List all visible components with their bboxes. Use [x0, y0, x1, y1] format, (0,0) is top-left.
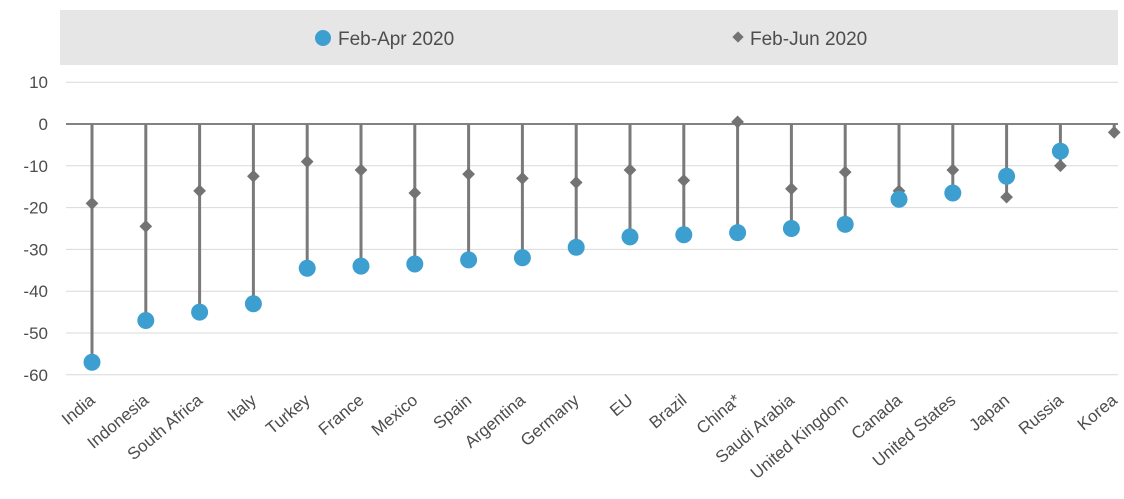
- x-category-label: Korea: [1074, 390, 1121, 434]
- x-category-label: Argentina: [461, 390, 529, 452]
- x-category-label: Germany: [517, 390, 583, 450]
- feb-apr-point: [137, 311, 155, 329]
- feb-apr-point: [567, 238, 585, 256]
- x-category-label: EU: [606, 391, 636, 421]
- feb-apr-point: [621, 228, 639, 246]
- series-feb-apr-markers: [83, 142, 1069, 371]
- feb-apr-point: [890, 190, 908, 208]
- y-tick-label: -40: [23, 282, 48, 301]
- legend-label-feb-jun: Feb-Jun 2020: [750, 29, 867, 50]
- feb-apr-point: [298, 259, 316, 277]
- feb-apr-point: [244, 295, 262, 313]
- x-category-label: Brazil: [646, 391, 691, 433]
- gridlines: [66, 81, 1118, 376]
- feb-jun-point: [354, 163, 368, 177]
- feb-apr-point: [782, 220, 800, 237]
- y-tick-label: 10: [29, 73, 48, 92]
- feb-jun-point: [462, 167, 475, 181]
- feb-jun-point: [1054, 159, 1067, 173]
- legend-marker-feb-apr: [315, 30, 331, 46]
- x-category-label: India: [58, 390, 99, 429]
- x-category-label: France: [315, 391, 368, 440]
- feb-jun-point: [300, 155, 314, 168]
- y-axis: 10 0 -10 -20 -30 -40 -50 -60: [23, 73, 48, 385]
- feb-jun-point: [516, 171, 529, 185]
- x-category-label: Japan: [965, 391, 1013, 435]
- feb-jun-point: [731, 115, 744, 129]
- feb-jun-point: [677, 174, 691, 187]
- feb-jun-point: [1000, 190, 1013, 204]
- feb-apr-point: [352, 257, 370, 275]
- legend-background: [60, 10, 1118, 65]
- feb-jun-point: [1107, 125, 1121, 139]
- feb-apr-point: [1051, 142, 1069, 160]
- x-category-label: Italy: [224, 390, 260, 425]
- x-category-label: United Kingdom: [747, 391, 852, 483]
- feb-apr-point: [513, 249, 531, 267]
- y-tick-label: -60: [23, 366, 48, 385]
- feb-apr-point: [406, 255, 424, 273]
- y-tick-label: -30: [23, 240, 48, 259]
- feb-apr-point: [460, 251, 478, 269]
- feb-jun-point: [838, 165, 852, 179]
- feb-jun-point: [408, 186, 422, 200]
- x-category-label: Russia: [1015, 390, 1067, 438]
- feb-jun-point: [569, 176, 583, 189]
- feb-jun-point: [247, 169, 260, 183]
- series-feb-jun-markers: [85, 115, 1121, 233]
- feb-apr-point: [83, 353, 101, 371]
- x-category-label: Mexico: [368, 391, 421, 440]
- feb-apr-point: [675, 226, 693, 244]
- legend-marker-feb-jun: [732, 31, 744, 43]
- feb-jun-point: [85, 197, 99, 210]
- legend: Feb-Apr 2020 Feb-Jun 2020: [60, 10, 1118, 65]
- feb-jun-point: [193, 184, 206, 198]
- y-tick-label: -20: [23, 199, 48, 218]
- x-category-label: Turkey: [262, 390, 314, 438]
- y-tick-label: 0: [39, 115, 48, 134]
- x-category-label: Spain: [430, 391, 476, 434]
- feb-jun-point: [785, 182, 798, 196]
- feb-apr-point: [836, 215, 854, 233]
- feb-apr-point: [998, 167, 1016, 185]
- feb-apr-point: [729, 224, 747, 242]
- feb-jun-point: [139, 220, 153, 233]
- legend-label-feb-apr: Feb-Apr 2020: [338, 29, 454, 50]
- feb-apr-point: [191, 303, 209, 321]
- feb-apr-point: [944, 184, 962, 202]
- stems: [90, 121, 1116, 363]
- y-tick-label: -10: [23, 157, 48, 176]
- y-tick-label: -50: [23, 324, 48, 343]
